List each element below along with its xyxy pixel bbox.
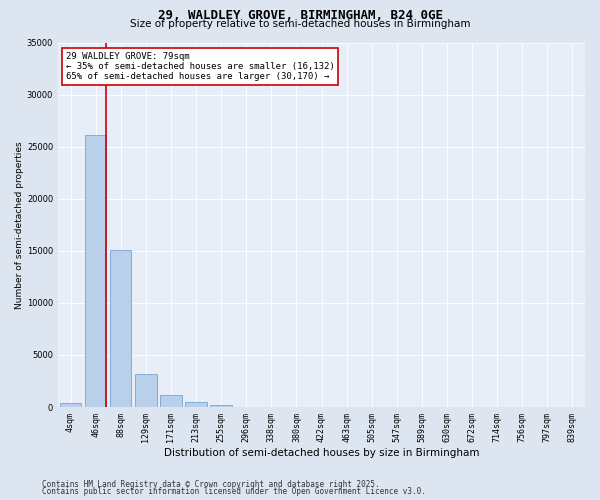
Text: 29, WALDLEY GROVE, BIRMINGHAM, B24 0GE: 29, WALDLEY GROVE, BIRMINGHAM, B24 0GE <box>157 9 443 22</box>
Bar <box>85 135 106 407</box>
Bar <box>185 402 206 407</box>
Text: 29 WALDLEY GROVE: 79sqm
← 35% of semi-detached houses are smaller (16,132)
65% o: 29 WALDLEY GROVE: 79sqm ← 35% of semi-de… <box>66 52 335 82</box>
Text: Contains public sector information licensed under the Open Government Licence v3: Contains public sector information licen… <box>42 487 426 496</box>
X-axis label: Distribution of semi-detached houses by size in Birmingham: Distribution of semi-detached houses by … <box>164 448 479 458</box>
Y-axis label: Number of semi-detached properties: Number of semi-detached properties <box>15 141 24 308</box>
Bar <box>160 394 182 407</box>
Text: Size of property relative to semi-detached houses in Birmingham: Size of property relative to semi-detach… <box>130 19 470 29</box>
Text: Contains HM Land Registry data © Crown copyright and database right 2025.: Contains HM Land Registry data © Crown c… <box>42 480 380 489</box>
Bar <box>135 374 157 407</box>
Bar <box>110 250 131 407</box>
Bar <box>60 404 81 407</box>
Bar <box>211 405 232 407</box>
